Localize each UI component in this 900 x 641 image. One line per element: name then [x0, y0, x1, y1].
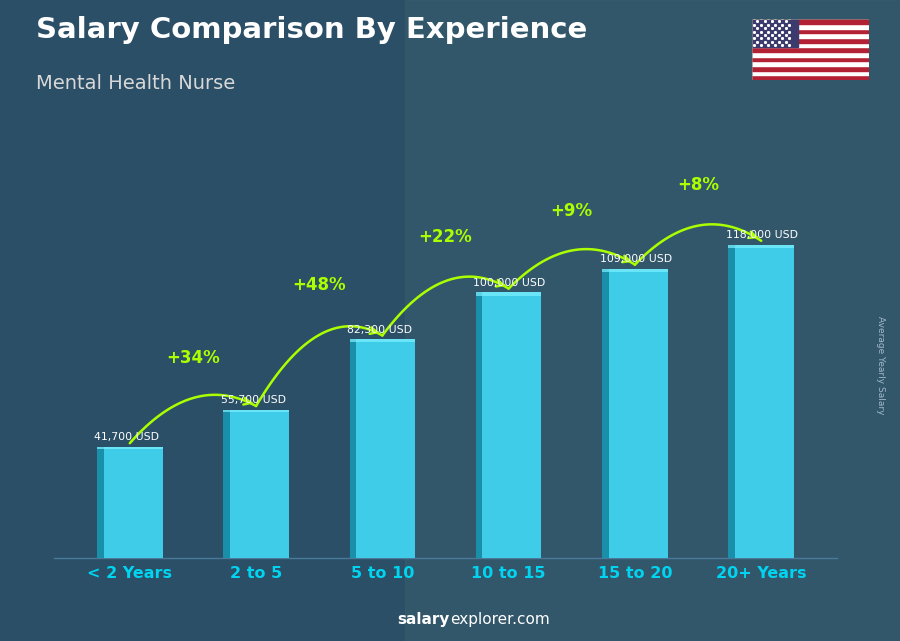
Bar	[752, 47, 868, 52]
Bar	[752, 66, 868, 71]
Bar	[223, 410, 289, 412]
Bar	[230, 410, 289, 558]
Text: 55,700 USD: 55,700 USD	[220, 395, 285, 405]
Bar	[349, 339, 356, 558]
Bar	[752, 19, 868, 24]
Text: +9%: +9%	[551, 202, 593, 220]
Bar	[728, 245, 794, 249]
Bar	[476, 292, 482, 558]
Bar	[752, 43, 868, 47]
Text: Mental Health Nurse: Mental Health Nurse	[36, 74, 235, 93]
Bar	[752, 19, 798, 47]
Text: salary: salary	[398, 612, 450, 627]
Bar	[608, 269, 668, 558]
Bar	[97, 447, 104, 558]
Text: 100,000 USD: 100,000 USD	[473, 278, 545, 288]
Text: 82,300 USD: 82,300 USD	[347, 325, 412, 335]
Bar	[223, 410, 230, 558]
Bar	[752, 52, 868, 56]
Bar	[97, 447, 163, 449]
Text: explorer.com: explorer.com	[450, 612, 550, 627]
Bar	[356, 339, 415, 558]
Bar	[728, 245, 735, 558]
Text: 118,000 USD: 118,000 USD	[726, 230, 798, 240]
Bar	[752, 76, 868, 80]
Bar	[752, 24, 868, 29]
Bar	[349, 339, 415, 342]
Bar	[752, 56, 868, 62]
Bar	[735, 245, 794, 558]
Bar	[752, 33, 868, 38]
Bar	[602, 269, 668, 272]
Bar	[405, 0, 900, 641]
Bar	[602, 269, 608, 558]
Bar	[476, 292, 542, 296]
Text: +8%: +8%	[677, 176, 719, 194]
Text: +34%: +34%	[166, 349, 220, 367]
Text: Salary Comparison By Experience: Salary Comparison By Experience	[36, 16, 587, 44]
Text: +48%: +48%	[292, 276, 346, 294]
Bar	[752, 71, 868, 76]
Text: Average Yearly Salary: Average Yearly Salary	[876, 316, 885, 415]
Text: 109,000 USD: 109,000 USD	[599, 254, 671, 264]
Bar	[104, 447, 163, 558]
Text: 41,700 USD: 41,700 USD	[94, 433, 159, 442]
Text: +22%: +22%	[418, 228, 472, 246]
Bar	[482, 292, 542, 558]
Bar	[752, 38, 868, 43]
Bar	[752, 62, 868, 66]
Bar	[752, 29, 868, 33]
